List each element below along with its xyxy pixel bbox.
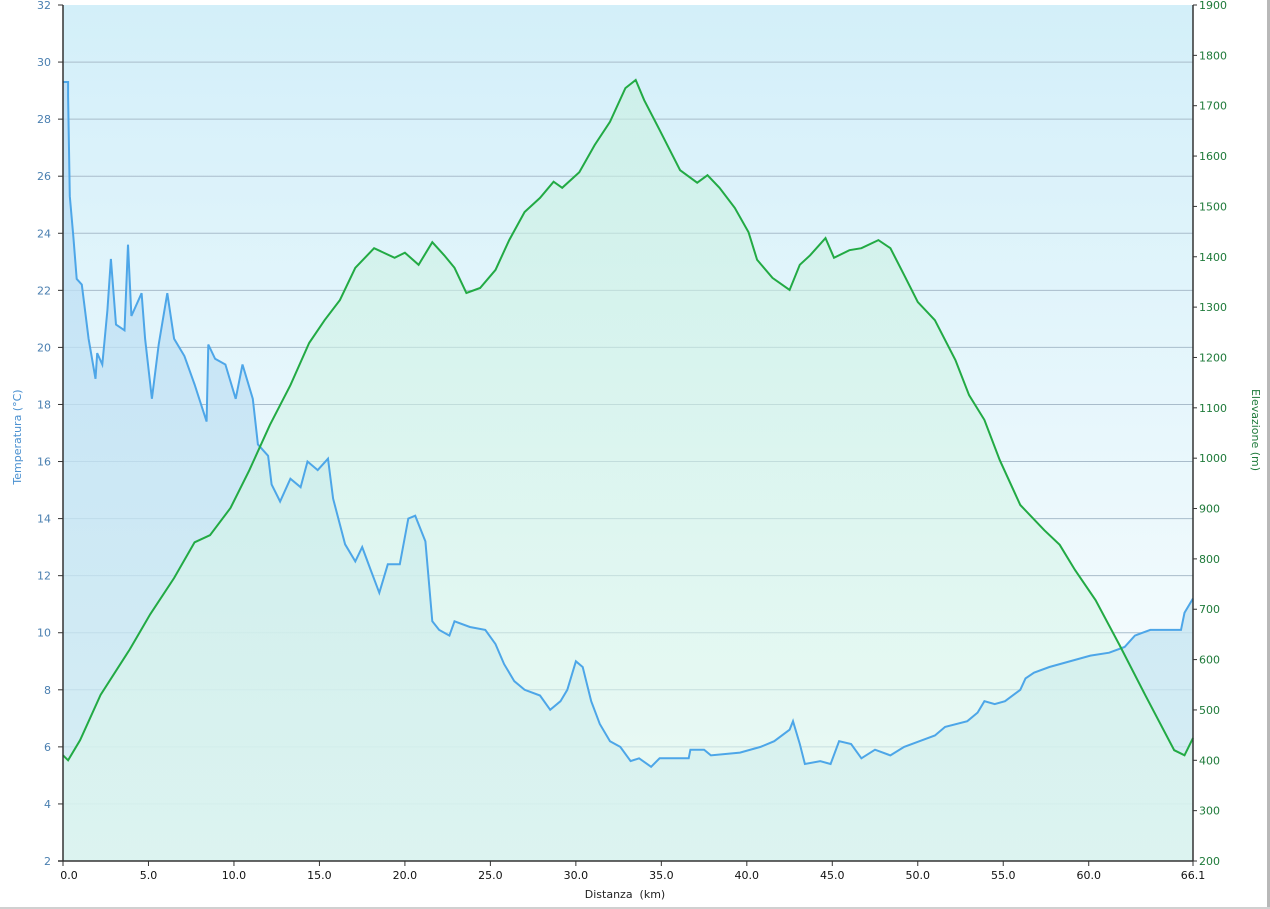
right-tick-label: 1800 <box>1199 49 1227 62</box>
x-tick-label: 35.0 <box>649 869 674 882</box>
left-tick-label: 18 <box>37 398 51 411</box>
left-tick-label: 26 <box>37 170 51 183</box>
left-tick-label: 16 <box>37 456 51 469</box>
x-tick-label: 15.0 <box>307 869 332 882</box>
left-tick-label: 32 <box>37 0 51 12</box>
right-tick-label: 1700 <box>1199 100 1227 113</box>
x-tick-label: 45.0 <box>820 869 845 882</box>
x-tick-label: 10.0 <box>222 869 247 882</box>
right-tick-label: 200 <box>1199 855 1220 868</box>
left-tick-label: 2 <box>44 855 51 868</box>
x-tick-label: 55.0 <box>991 869 1016 882</box>
right-tick-label: 1600 <box>1199 150 1227 163</box>
window-border <box>1267 0 1270 909</box>
right-tick-label: 500 <box>1199 704 1220 717</box>
left-tick-label: 24 <box>37 227 51 240</box>
left-tick-label: 12 <box>37 570 51 583</box>
x-tick-label: 5.0 <box>140 869 158 882</box>
left-tick-label: 8 <box>44 684 51 697</box>
x-tick-label: 30.0 <box>564 869 589 882</box>
x-tick-label: 60.0 <box>1076 869 1101 882</box>
elevation-line <box>62 78 1194 762</box>
left-tick-label: 20 <box>37 341 51 354</box>
right-tick-label: 1100 <box>1199 402 1227 415</box>
right-tick-label: 700 <box>1199 603 1220 616</box>
right-tick-label: 1200 <box>1199 351 1227 364</box>
right-tick-label: 1000 <box>1199 452 1227 465</box>
right-tick-label: 1900 <box>1199 0 1227 12</box>
x-tick-label: 0.0 <box>60 869 78 882</box>
left-tick-label: 28 <box>37 113 51 126</box>
left-tick-label: 14 <box>37 513 51 526</box>
left-tick-label: 4 <box>44 798 51 811</box>
bottom-border <box>0 907 1270 909</box>
x-axis-title: Distanza (km) <box>585 888 665 901</box>
x-tick-label: 50.0 <box>906 869 931 882</box>
x-tick-label: 40.0 <box>735 869 760 882</box>
temperature-line <box>63 81 1194 769</box>
right-tick-label: 1500 <box>1199 200 1227 213</box>
left-tick-label: 10 <box>37 627 51 640</box>
x-tick-label: 25.0 <box>478 869 503 882</box>
elevation-area <box>63 80 1193 861</box>
right-tick-label: 900 <box>1199 503 1220 516</box>
x-tick-label: 66.1 <box>1181 869 1206 882</box>
right-tick-label: 1300 <box>1199 301 1227 314</box>
right-tick-label: 400 <box>1199 754 1220 767</box>
left-tick-label: 30 <box>37 56 51 69</box>
right-tick-label: 600 <box>1199 654 1220 667</box>
x-tick-label: 20.0 <box>393 869 418 882</box>
left-tick-label: 22 <box>37 284 51 297</box>
left-tick-label: 6 <box>44 741 51 754</box>
right-tick-label: 800 <box>1199 553 1220 566</box>
left-axis-title: Temperatura (°C) <box>11 389 24 485</box>
right-tick-label: 1400 <box>1199 251 1227 264</box>
right-axis-title: Elevazione (m) <box>1249 389 1262 471</box>
right-tick-label: 300 <box>1199 805 1220 818</box>
